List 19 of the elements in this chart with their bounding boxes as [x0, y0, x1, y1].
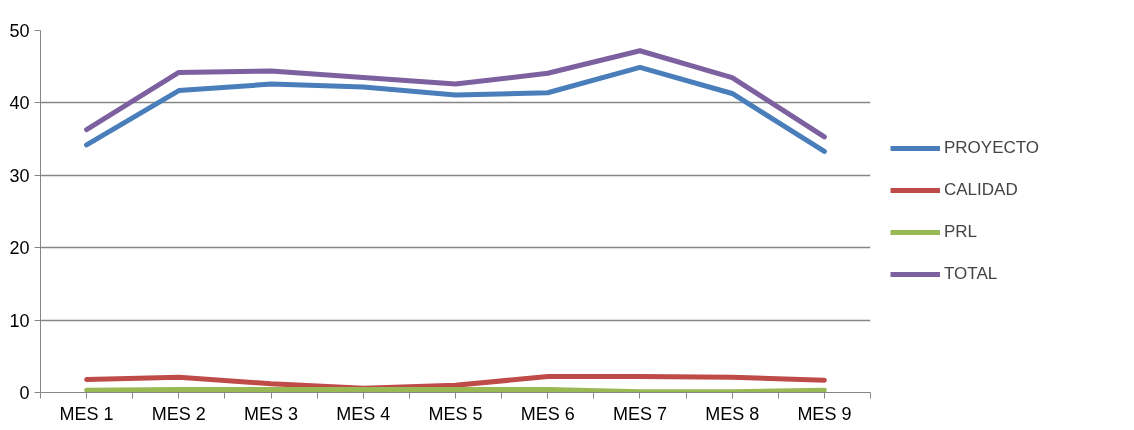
x-tick-label: MES 9 [797, 403, 852, 424]
y-tick-label: 50 [9, 21, 30, 41]
x-tick-label: MES 8 [705, 403, 760, 424]
y-tick-label: 20 [9, 238, 30, 259]
y-tick-label: 40 [9, 93, 30, 114]
legend-label: TOTAL [944, 264, 998, 284]
x-tick-label: MES 1 [59, 403, 114, 424]
y-tick-label: 30 [9, 165, 30, 186]
legend-label: PRL [944, 222, 978, 242]
x-tick-label: MES 5 [428, 403, 483, 424]
legend-label: CALIDAD [944, 180, 1018, 200]
legend-label: PROYECTO [944, 138, 1040, 158]
x-tick-label: MES 6 [520, 403, 575, 424]
x-tick-label: MES 4 [336, 403, 391, 424]
x-tick-label: MES 7 [612, 403, 667, 424]
y-tick-label: 0 [19, 383, 30, 403]
x-tick-label: MES 2 [151, 403, 206, 424]
y-tick-label: 10 [9, 310, 30, 331]
x-tick-label: MES 3 [244, 403, 299, 424]
